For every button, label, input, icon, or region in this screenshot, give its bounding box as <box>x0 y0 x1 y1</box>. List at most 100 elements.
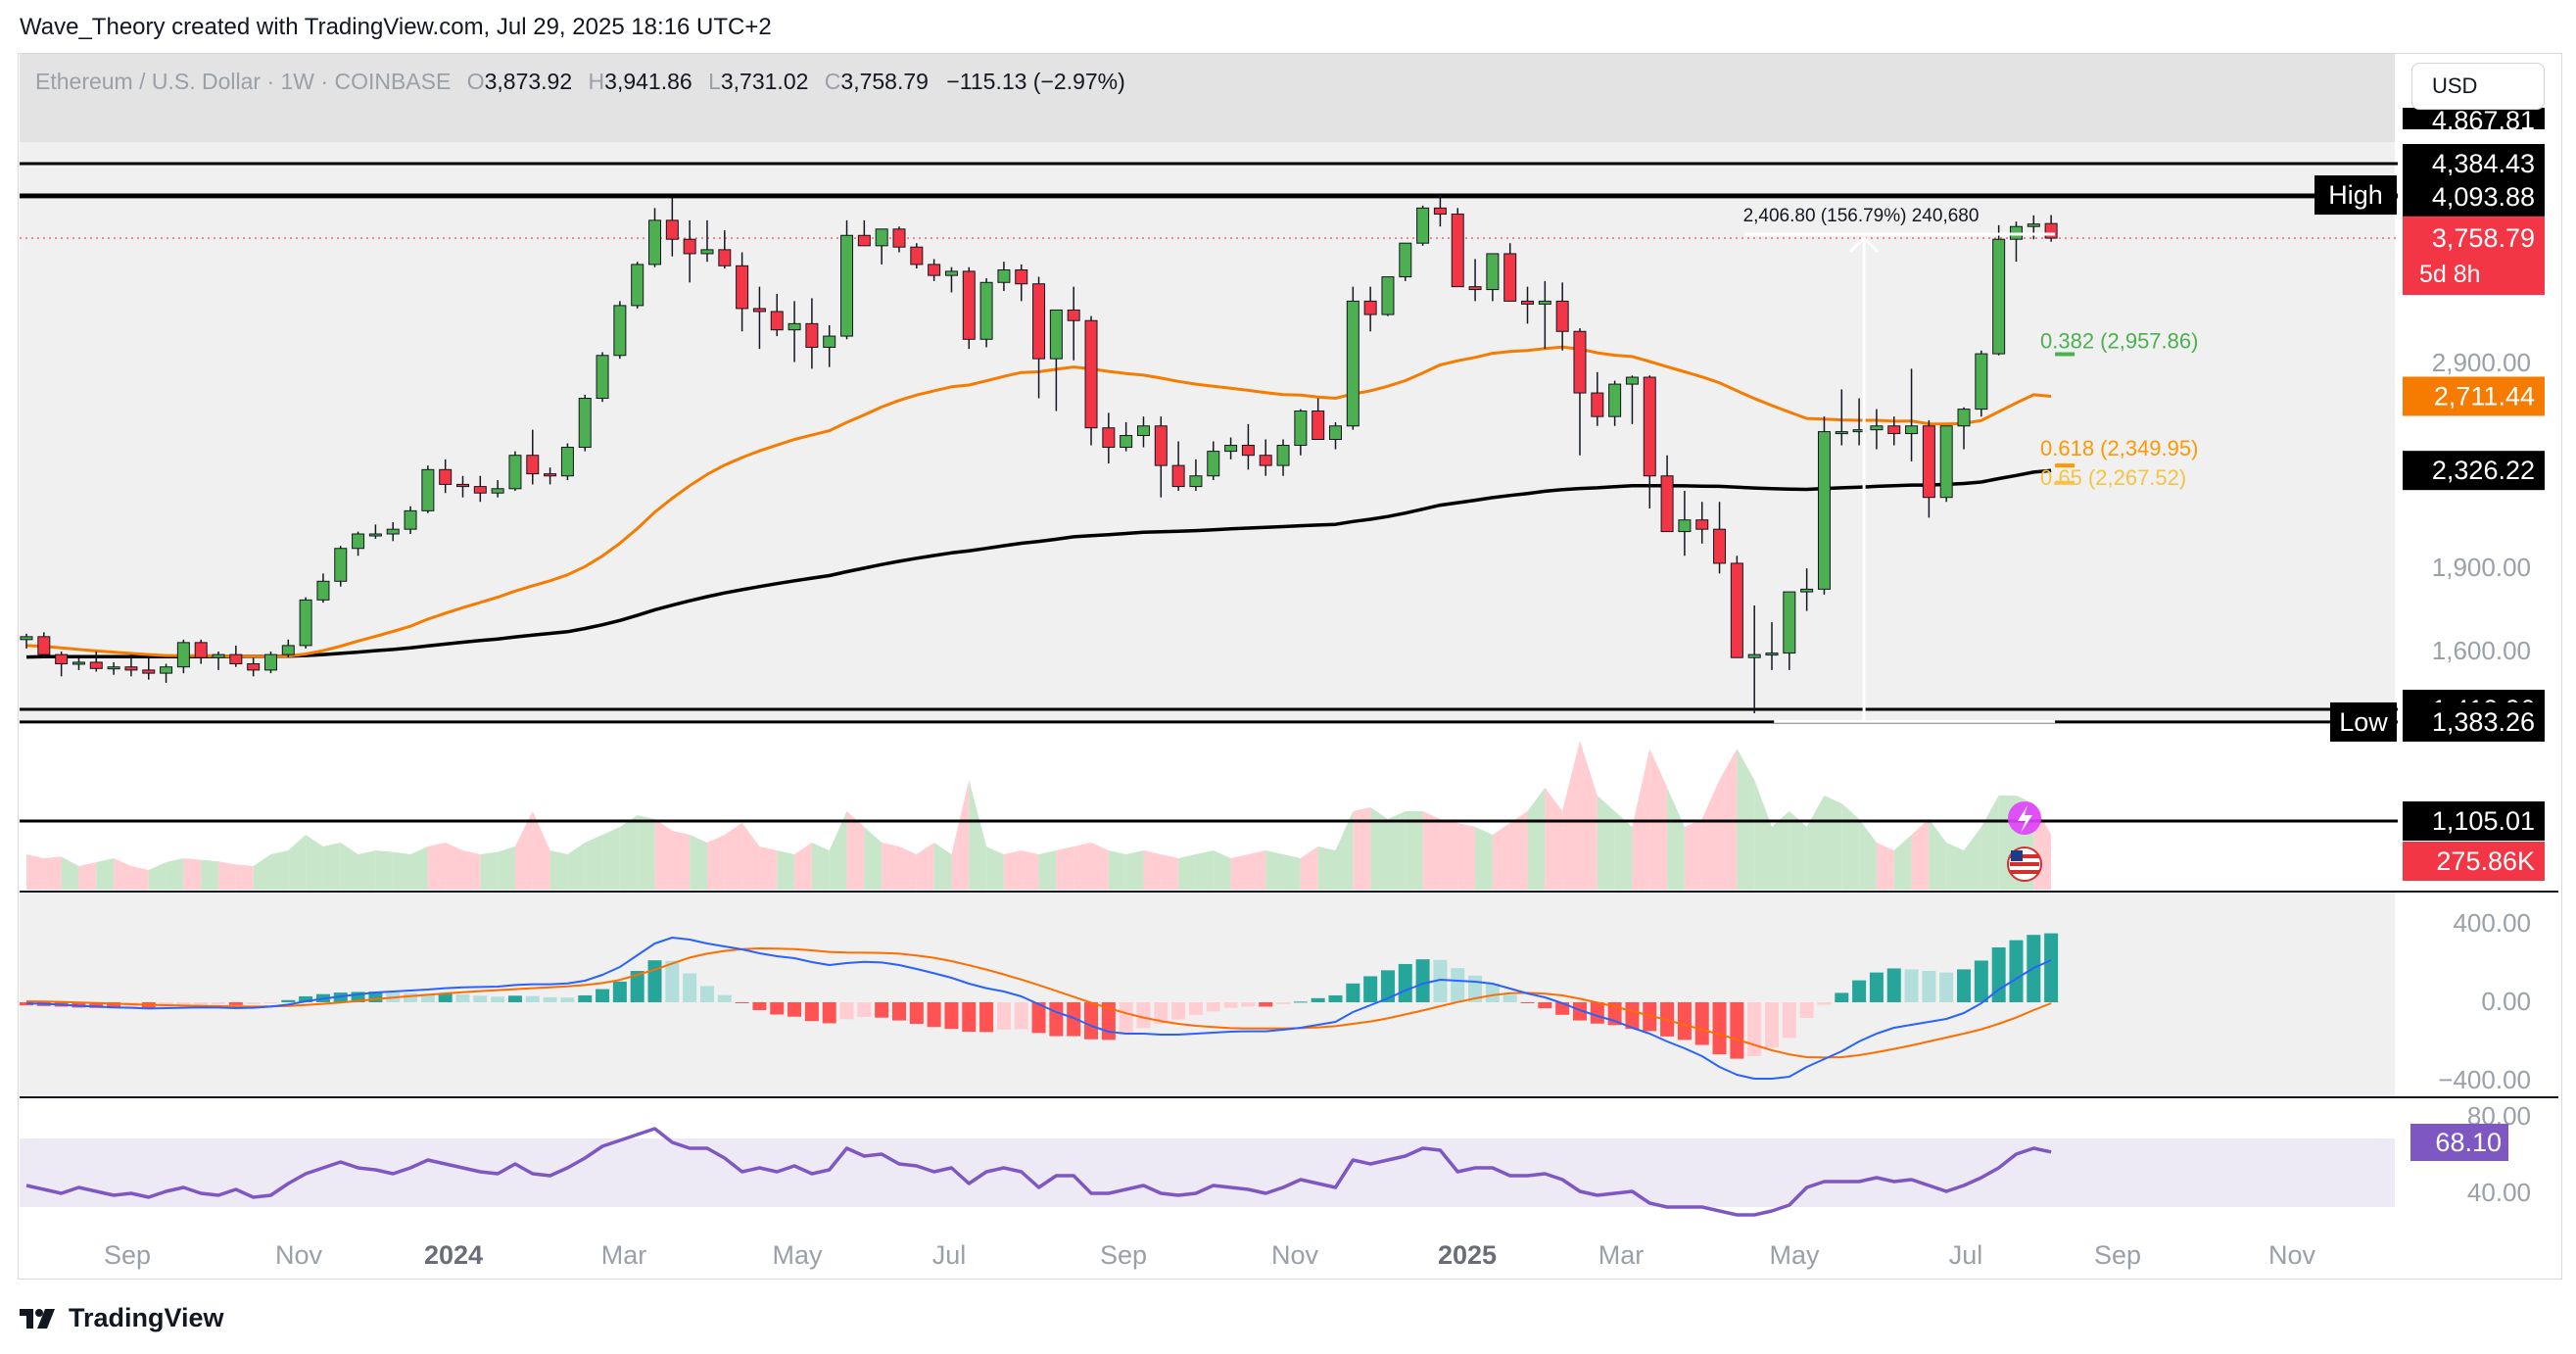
candle-body <box>613 305 627 357</box>
macd-histogram-bar <box>1677 1002 1692 1040</box>
volume-bar <box>706 835 725 890</box>
macd-histogram-bar <box>1154 1002 1169 1025</box>
candle-body <box>736 265 749 310</box>
candle <box>124 654 138 677</box>
macd-histogram-bar <box>455 994 470 1002</box>
candle <box>997 262 1011 292</box>
volume-bar <box>393 851 411 890</box>
volume-bar <box>1370 807 1388 890</box>
candle <box>1363 286 1377 332</box>
volume-bar <box>1859 819 1877 890</box>
macd-histogram-bar <box>1084 1002 1099 1040</box>
candle-body <box>160 666 173 674</box>
volume-bar <box>759 846 778 890</box>
volume-bar <box>1422 811 1441 890</box>
candle-body <box>1084 319 1098 429</box>
macd-histogram-bar <box>212 1002 226 1005</box>
change-value: −115.13 (−2.97%) <box>946 69 1125 94</box>
macd-histogram-bar <box>665 960 680 1002</box>
lightning-icon[interactable] <box>2008 801 2041 835</box>
candle <box>910 243 924 269</box>
candle <box>1102 412 1116 464</box>
time-axis-label: Jul <box>932 1240 967 1270</box>
candle-body <box>910 246 924 266</box>
candle <box>823 324 836 367</box>
candle-body <box>2044 222 2058 239</box>
macd-histogram-bar <box>979 1002 994 1033</box>
us-flag-icon[interactable] <box>2007 846 2042 882</box>
volume-bar <box>1056 846 1074 890</box>
volume-bar <box>1300 846 1318 890</box>
candle <box>928 259 941 281</box>
macd-histogram-bar <box>683 973 697 1002</box>
volume-bar <box>375 850 394 890</box>
candle-body <box>683 238 696 255</box>
fib-label-0.65: 0.65 (2,267.52) <box>2040 465 2186 490</box>
volume-bar <box>602 827 620 890</box>
volume-bar <box>1964 827 1981 890</box>
volume-bar <box>1195 850 1214 890</box>
volume-bar <box>96 858 115 890</box>
macd-histogram-bar <box>1922 971 1936 1002</box>
volume-bar <box>1946 843 1965 890</box>
candle-body <box>526 455 540 475</box>
volume-bar <box>1824 796 1842 890</box>
macd-histogram-bar <box>560 997 575 1002</box>
volume-bar <box>1283 854 1301 890</box>
macd-histogram-bar <box>263 1002 278 1003</box>
candle <box>596 352 609 403</box>
volume-bar <box>1125 850 1144 890</box>
macd-histogram-bar <box>299 995 313 1002</box>
candle-body <box>1381 276 1395 315</box>
volume-bar <box>114 858 131 890</box>
chart-frame <box>18 53 2562 1280</box>
volume-bar <box>235 864 254 890</box>
candle <box>37 632 51 658</box>
candle-body <box>439 468 453 485</box>
macd-histogram-bar <box>1451 968 1465 1002</box>
candle-body <box>1154 425 1168 466</box>
tradingview-brand[interactable]: TradingView <box>20 1303 224 1333</box>
candle <box>1591 371 1604 426</box>
candle-body <box>508 455 522 490</box>
macd-histogram-bar <box>1747 1002 1762 1057</box>
currency-selector[interactable]: USD <box>2411 63 2545 110</box>
candle-body <box>1399 242 1412 278</box>
open-value: 3,873.92 <box>484 69 573 94</box>
time-axis-label: Jul <box>1949 1240 1983 1270</box>
candle-body <box>1992 238 2006 355</box>
volume-bar <box>1597 796 1615 890</box>
macd-histogram-bar <box>107 1002 121 1009</box>
time-axis-label: May <box>1769 1240 1820 1270</box>
candle-body <box>1643 376 1656 477</box>
macd-histogram-bar <box>2044 933 2059 1002</box>
macd-line <box>25 937 2052 1080</box>
macd-histogram-bar <box>1817 1002 1832 1005</box>
volume-bar <box>1754 780 1772 890</box>
candle-body <box>1224 445 1238 453</box>
candle-body <box>1835 431 1848 435</box>
candle <box>1451 208 1464 288</box>
volume-badge: 275.86K <box>2436 846 2535 876</box>
last-price-badge: 3,758.79 <box>2432 223 2535 253</box>
candle-body <box>1765 653 1779 656</box>
rsi-badge-bg <box>2410 1124 2508 1161</box>
volume-bar <box>1405 811 1423 890</box>
candle-body <box>1957 409 1971 427</box>
candle-body <box>491 488 504 494</box>
measure-label: 2,406.80 (156.79%) 240,680 <box>1743 206 1980 226</box>
volume-bar <box>1457 823 1476 890</box>
candle <box>1276 439 1290 476</box>
candle <box>979 277 993 348</box>
candle-body <box>1521 300 1535 305</box>
rsi-line <box>25 1127 2052 1217</box>
symbol-name[interactable]: Ethereum / U.S. Dollar · 1W · COINBASE <box>35 69 452 94</box>
volume-bar <box>585 835 603 890</box>
macd-histogram-bar <box>1939 972 1954 1002</box>
author-caption: Wave_Theory created with TradingView.com… <box>20 14 772 40</box>
macd-histogram-bar <box>1590 1002 1604 1024</box>
volume-bar <box>1265 850 1284 890</box>
candle <box>526 429 540 485</box>
candle <box>1660 455 1674 533</box>
